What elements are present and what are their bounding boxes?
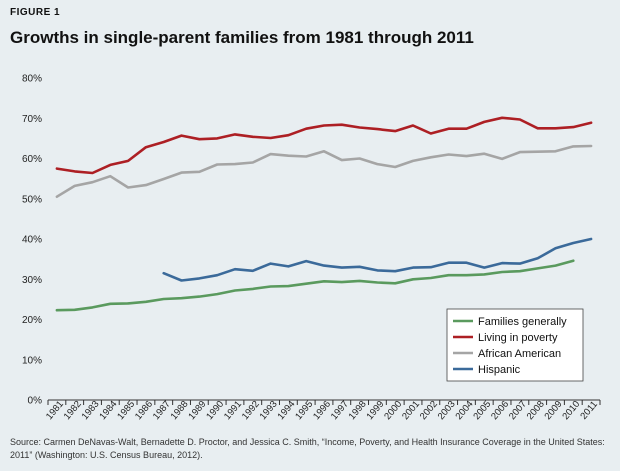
legend-label: Families generally [478, 316, 567, 328]
x-tick-label: 2006 [489, 399, 511, 422]
x-tick-label: 2010 [560, 399, 582, 422]
x-tick-label: 1990 [204, 399, 226, 422]
x-tick-label: 2001 [400, 399, 422, 422]
x-tick-label: 1983 [80, 399, 102, 422]
x-tick-label: 2000 [382, 399, 404, 422]
x-tick-label: 2005 [471, 399, 493, 422]
x-tick-label: 1994 [275, 399, 297, 422]
y-tick-label: 0% [28, 396, 43, 407]
x-tick-label: 1993 [258, 399, 280, 422]
x-tick-label: 1984 [97, 399, 119, 422]
x-tick-label: 1988 [169, 399, 191, 422]
y-tick-label: 30% [22, 275, 42, 286]
y-tick-label: 70% [22, 114, 42, 125]
series-line-families-generally [55, 259, 575, 312]
y-tick-label: 20% [22, 315, 42, 326]
legend-label: African American [478, 348, 561, 360]
x-tick-label: 1989 [186, 399, 208, 422]
figure-label: FIGURE 1 [10, 7, 61, 18]
series-line-african-american [55, 144, 593, 198]
x-tick-label: 2008 [525, 399, 547, 422]
x-tick-label: 1982 [62, 399, 84, 422]
chart-title: Growths in single-parent families from 1… [10, 28, 474, 47]
y-tick-label: 40% [22, 235, 42, 246]
x-tick-label: 1998 [347, 399, 369, 422]
x-tick-label: 1996 [311, 399, 333, 422]
x-tick-label: 2007 [507, 399, 529, 422]
x-tick-label: 1992 [240, 399, 262, 422]
y-tick-label: 50% [22, 194, 42, 205]
source-note: Source: Carmen DeNavas-Walt, Bernadette … [10, 437, 605, 460]
x-tick-label: 1999 [364, 399, 386, 422]
y-tick-label: 10% [22, 355, 42, 366]
x-tick-label: 2004 [454, 399, 476, 422]
x-tick-label: 1997 [329, 399, 351, 422]
x-tick-label: 1995 [293, 399, 315, 422]
y-tick-label: 60% [22, 154, 42, 165]
x-tick-label: 2002 [418, 399, 440, 422]
legend-label: Hispanic [478, 364, 521, 376]
y-tick-label: 80% [22, 74, 42, 85]
series-line-hispanic [162, 237, 593, 282]
x-tick-label: 2011 [578, 399, 600, 422]
x-tick-label: 2009 [543, 399, 565, 422]
legend-label: Living in poverty [478, 332, 558, 344]
x-tick-label: 1981 [44, 399, 66, 422]
line-chart: 0%10%20%30%40%50%60%70%80%19811982198319… [22, 74, 601, 422]
x-tick-label: 1985 [115, 399, 137, 422]
series-line-living-in-poverty [55, 116, 593, 175]
x-tick-label: 1986 [133, 399, 155, 422]
x-tick-label: 1987 [151, 399, 173, 422]
x-tick-label: 1991 [222, 399, 244, 422]
x-tick-label: 2003 [436, 399, 458, 422]
